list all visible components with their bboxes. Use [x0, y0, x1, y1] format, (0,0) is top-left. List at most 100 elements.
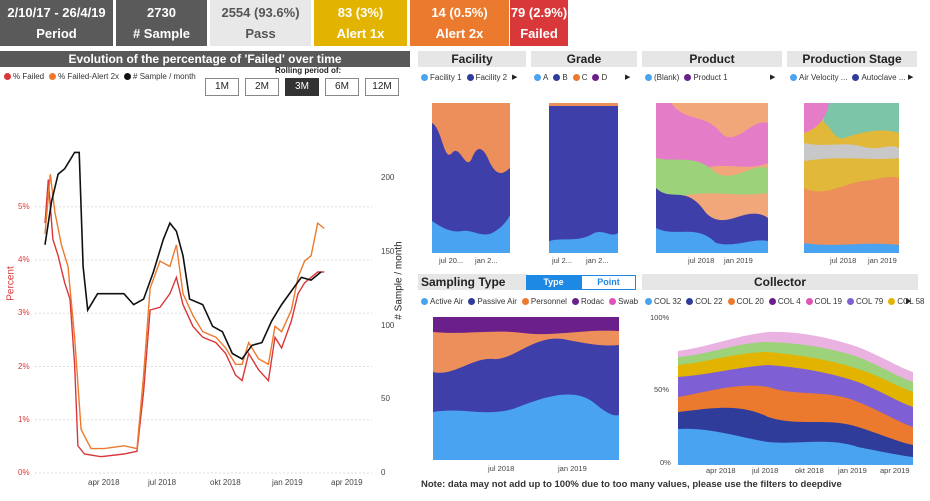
legend-label: Autoclave ...: [861, 73, 906, 82]
x-tick: apr 2018: [706, 466, 736, 475]
legend-marker-icon: [468, 298, 476, 305]
legend-marker-icon: [421, 298, 428, 305]
legend-item[interactable]: A: [534, 73, 548, 82]
legend-marker-icon: [124, 73, 132, 80]
x-tick: jul 2...: [552, 256, 573, 265]
sampling-panel-title: Sampling Type: [418, 274, 527, 290]
x-tick: apr 2018: [88, 478, 120, 487]
legend-label: Product 1: [693, 73, 728, 82]
legend-item[interactable]: # Sample / month: [124, 72, 196, 81]
legend-label: COL 22: [695, 297, 723, 306]
y-tick: 0%: [660, 458, 671, 467]
legend-label: Air Velocity ...: [799, 73, 848, 82]
x-tick: jan 2019: [272, 478, 303, 487]
sampling-area-chart: [433, 317, 619, 460]
legend-item[interactable]: C: [572, 73, 587, 82]
legend-item[interactable]: (Blank): [645, 73, 679, 82]
x-tick: jan 2019: [724, 256, 753, 265]
product-legend: (Blank) Product 1: [645, 73, 733, 82]
facility-legend: Facility 1 Facility 2: [421, 73, 512, 82]
kpi-label: # Sample: [132, 26, 191, 41]
legend-marker-icon: [727, 298, 735, 305]
type-toggle[interactable]: Type: [526, 275, 581, 290]
legend-item[interactable]: COL 58: [888, 297, 925, 306]
x-tick: jul 2018: [488, 464, 515, 473]
y-left-tick: 3%: [18, 308, 30, 318]
kpi-card-pass: 2554 (93.6%) Pass: [210, 0, 311, 46]
y-tick: 50%: [654, 385, 670, 394]
kpi-value: 14 (0.5%): [431, 5, 488, 20]
kpi-card-alert-1x: 83 (3%) Alert 1x: [314, 0, 407, 46]
legend-marker-icon: [49, 73, 57, 80]
grade-area-chart: [549, 103, 618, 253]
rolling-3m-button[interactable]: 3M: [285, 78, 319, 96]
kpi-card-sample-count: 2730 # Sample: [116, 0, 207, 46]
kpi-label: Alert 1x: [336, 26, 385, 41]
legend-label: Rodac: [580, 297, 605, 306]
legend-item[interactable]: Rodac: [571, 297, 605, 306]
legend-item[interactable]: Facility 2: [466, 73, 507, 82]
legend-scroll-arrow-icon[interactable]: ▶: [770, 74, 776, 81]
x-tick: jul 2018: [148, 478, 177, 487]
legend-item[interactable]: Active Air: [421, 297, 463, 306]
legend-label: D: [601, 73, 608, 82]
legend-item[interactable]: COL 4: [768, 297, 801, 306]
legend-marker-icon: [534, 74, 541, 81]
legend-item[interactable]: % Failed: [4, 72, 44, 81]
legend-scroll-arrow-icon[interactable]: ▶: [906, 298, 912, 305]
legend-item[interactable]: COL 19: [805, 297, 842, 306]
legend-item[interactable]: COL 79: [846, 297, 883, 306]
kpi-value: 79 (2.9%): [510, 5, 568, 20]
grade-legend: A B C D: [534, 73, 612, 82]
grade-panel-title: Grade: [531, 51, 637, 67]
legend-item[interactable]: Autoclave ...: [852, 73, 906, 82]
legend-item[interactable]: Passive Air: [468, 297, 517, 306]
kpi-value: 2/10/17 - 26/4/19: [7, 5, 106, 20]
rolling-6m-button[interactable]: 6M: [325, 78, 359, 96]
legend-item[interactable]: D: [592, 73, 607, 82]
kpi-value: 2730: [147, 5, 176, 20]
x-tick: okt 2018: [210, 478, 241, 487]
y-tick: 100%: [650, 313, 670, 322]
rolling-1m-button[interactable]: 1M: [205, 78, 239, 96]
legend-scroll-arrow-icon[interactable]: ▶: [625, 74, 631, 81]
x-tick: jul 20...: [439, 256, 464, 265]
facility-panel-title: Facility: [418, 51, 526, 67]
legend-scroll-arrow-icon[interactable]: ▶: [908, 74, 914, 81]
product-panel-title: Product: [642, 51, 782, 67]
legend-label: COL 32: [654, 297, 682, 306]
main-chart-title: Evolution of the percentage of 'Failed' …: [0, 51, 410, 67]
kpi-value: 83 (3%): [337, 5, 384, 20]
legend-item[interactable]: Facility 1: [421, 73, 462, 82]
x-tick: okt 2018: [795, 466, 824, 475]
legend-label: % Failed: [13, 72, 45, 81]
legend-item[interactable]: % Failed-Alert 2x: [49, 72, 119, 81]
y-left-tick: 2%: [18, 361, 30, 371]
legend-marker-icon: [768, 298, 776, 305]
legend-marker-icon: [888, 298, 896, 305]
x-tick: jan 2019: [838, 466, 867, 475]
main-chart-legend: % Failed % Failed-Alert 2x # Sample / mont…: [4, 72, 201, 81]
point-toggle[interactable]: Point: [581, 275, 636, 290]
rolling-12m-button[interactable]: 12M: [365, 78, 399, 96]
rolling-2m-button[interactable]: 2M: [245, 78, 279, 96]
legend-item[interactable]: COL 22: [686, 297, 723, 306]
kpi-label: Failed: [520, 26, 558, 41]
legend-item[interactable]: Swab: [609, 297, 638, 306]
legend-scroll-arrow-icon[interactable]: ▶: [512, 74, 518, 81]
legend-item[interactable]: COL 32: [645, 297, 681, 306]
y-left-axis-label: Percent: [5, 266, 17, 301]
legend-label: Personnel: [530, 297, 567, 306]
legend-item[interactable]: Air Velocity ...: [790, 73, 847, 82]
legend-marker-icon: [571, 298, 579, 305]
legend-marker-icon: [684, 74, 692, 81]
legend-item[interactable]: B: [553, 73, 568, 82]
legend-item[interactable]: Product 1: [684, 73, 728, 82]
sampling-legend: Active Air Passive Air Personnel Rodac Swab: [421, 297, 643, 306]
legend-item[interactable]: COL 20: [727, 297, 764, 306]
legend-label: Active Air: [430, 297, 464, 306]
y-right-tick: 0: [381, 468, 386, 477]
legend-label: # Sample / month: [133, 72, 196, 81]
legend-marker-icon: [846, 298, 854, 305]
legend-item[interactable]: Personnel: [521, 297, 567, 306]
